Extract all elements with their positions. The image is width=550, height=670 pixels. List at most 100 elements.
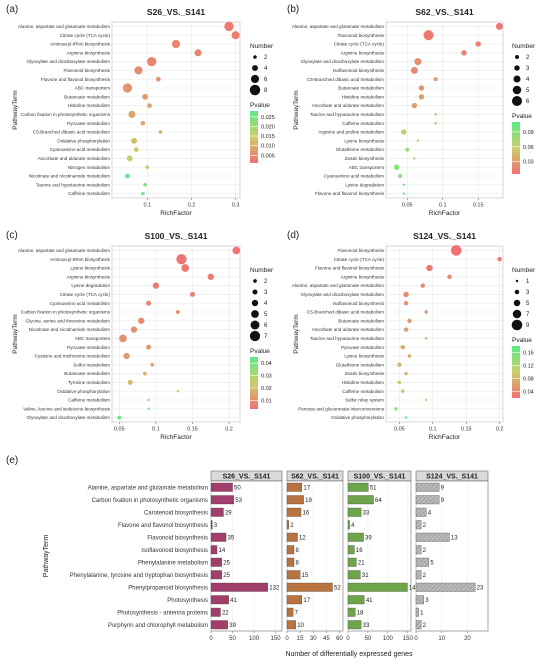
x-tick-label: 60 — [336, 636, 343, 642]
bar — [415, 570, 422, 580]
bar-value-label: 39 — [365, 535, 372, 541]
y-tick-label: Alanine, aspartate and glutamate metabol… — [292, 283, 384, 288]
x-tick-label: 0.2 — [225, 427, 233, 433]
data-point — [176, 390, 180, 393]
y-tick-label: Lysine biosynthesis — [70, 266, 110, 271]
x-tick-label: 150 — [271, 636, 282, 642]
y-axis-title: PathwayTerm — [12, 314, 19, 353]
category-label: Alanine, aspartate and glutamate metabol… — [88, 485, 208, 491]
size-legend-label: 7 — [526, 312, 530, 318]
y-tick-label: Caffeine metabolism — [68, 398, 110, 403]
y-tick-label: Caffeine metabolism — [342, 389, 384, 394]
category-label: Carotenoid biosynthesis — [144, 510, 208, 516]
x-tick-label: 100 — [383, 636, 394, 642]
y-tick-label: Glyoxylate and dicarboxylate metabolism — [27, 59, 111, 64]
size-legend-dot — [514, 65, 520, 71]
facet-3: S100_VS._S141 0 50 100 150 51 64 33 4 39 16 21 31 149… — [346, 470, 420, 642]
data-point — [155, 76, 161, 82]
y-tick-label: C5-Branched dibasic acid metabolism — [33, 130, 110, 135]
data-point — [158, 130, 163, 134]
data-point — [404, 371, 408, 376]
color-legend-label: 0.025 — [261, 115, 275, 121]
data-point — [147, 56, 157, 67]
color-legend-bar — [250, 111, 258, 163]
size-legend-label: 6 — [526, 99, 530, 105]
y-tick-label: Arginine biosynthesis — [67, 50, 111, 55]
panel-e: (e) Alanine, aspartate and glutamate meta… — [6, 455, 489, 658]
bar — [210, 557, 222, 567]
panel-tag: (e) — [6, 455, 18, 466]
data-point — [122, 83, 133, 93]
y-tick-label: Nitrogen metabolism — [68, 165, 110, 170]
size-legend: Number 2 3 4 5 6 Pvalue 0.09 0.06 0.03 — [511, 43, 536, 174]
bar-value-label: 1 — [420, 610, 424, 616]
bar-value-label: 52 — [334, 585, 341, 591]
category-label: Flavonoid biosynthesis — [147, 535, 208, 541]
bar-value-label: 9 — [441, 498, 445, 504]
data-point — [181, 264, 189, 272]
data-point — [117, 415, 122, 420]
bar — [347, 545, 355, 555]
y-tick-label: Flavone and flavonol biosynthesis — [315, 266, 385, 271]
bar — [210, 482, 233, 492]
y-tick-label: Glutathione metabolism — [336, 362, 384, 367]
data-point — [128, 110, 136, 118]
color-legend-label: 0.03 — [523, 160, 534, 166]
y-tick-label: Pyruvate metabolism — [67, 345, 110, 350]
x-tick-label: 0.1 — [439, 203, 447, 209]
bar-value-label: 64 — [375, 498, 382, 504]
y-tick-label: Cyanoamino acid metabolism — [50, 147, 110, 152]
bar — [347, 595, 365, 605]
bar-value-label: 12 — [299, 535, 306, 541]
y-tick-label: Oxidative phosphorylation — [57, 389, 110, 394]
data-point — [134, 66, 143, 75]
x-tick-label: 50 — [229, 636, 236, 642]
panel-a: (a) S26_VS._S141 0.1 0.2 0.3 Alanine, asparta… — [6, 4, 275, 217]
y-tick-label: Citrate cycle (TCA cycle) — [60, 292, 111, 297]
y-tick-label: Citrate cycle (TCA cycle) — [334, 42, 385, 47]
bar-value-label: 3 — [425, 598, 429, 604]
size-legend-dot — [513, 299, 521, 307]
data-point — [141, 191, 145, 196]
x-axis-title: RichFactor — [160, 434, 192, 441]
size-legend-label: 5 — [526, 88, 530, 94]
size-legend-label: 2 — [526, 55, 530, 61]
bar — [415, 607, 419, 617]
y-tick-label: Zeatin biosynthesis — [345, 371, 385, 376]
bar — [286, 607, 294, 617]
bar — [415, 620, 422, 630]
facet-title: S124_VS._S141 — [426, 474, 478, 481]
x-tick-label: 45 — [323, 636, 330, 642]
bar-value-label: 2 — [423, 573, 427, 579]
bar — [415, 545, 422, 555]
x-axis-title: Number of differentially expressed genes — [285, 651, 413, 658]
panel-tag: (a) — [6, 4, 18, 15]
y-tick-label: Histidine metabolism — [68, 103, 111, 108]
bar — [210, 582, 268, 592]
y-tick-label: Glyoxylate and dicarboxylate metabolism — [301, 59, 385, 64]
bar — [286, 507, 302, 517]
bar — [210, 520, 213, 530]
y-tick-label: Arginine biosynthesis — [341, 50, 385, 55]
bar-value-label: 10 — [297, 623, 304, 629]
data-point — [145, 165, 150, 169]
size-legend-label: 3 — [526, 290, 530, 296]
category-label: Phenylpropanoid biosynthesis — [128, 585, 208, 591]
x-tick-label: 20 — [464, 636, 471, 642]
bar-value-label: 19 — [305, 498, 312, 504]
bar — [415, 582, 476, 592]
data-point — [400, 129, 407, 135]
bar-value-label: 50 — [234, 485, 241, 491]
x-tick-label: 0.15 — [473, 203, 484, 209]
bar — [286, 557, 295, 567]
y-tick-label: Lysine degradation — [345, 182, 384, 187]
bar-value-label: 41 — [366, 598, 373, 604]
data-point — [418, 94, 425, 100]
bar-value-label: 4 — [351, 523, 355, 529]
data-point — [397, 380, 402, 385]
y-tick-label: Glyoxylate and dicarboxylate metabolism — [27, 415, 111, 420]
data-point — [401, 389, 405, 393]
size-legend-title: Number — [250, 267, 274, 274]
bar — [347, 620, 362, 630]
data-point — [146, 300, 152, 306]
